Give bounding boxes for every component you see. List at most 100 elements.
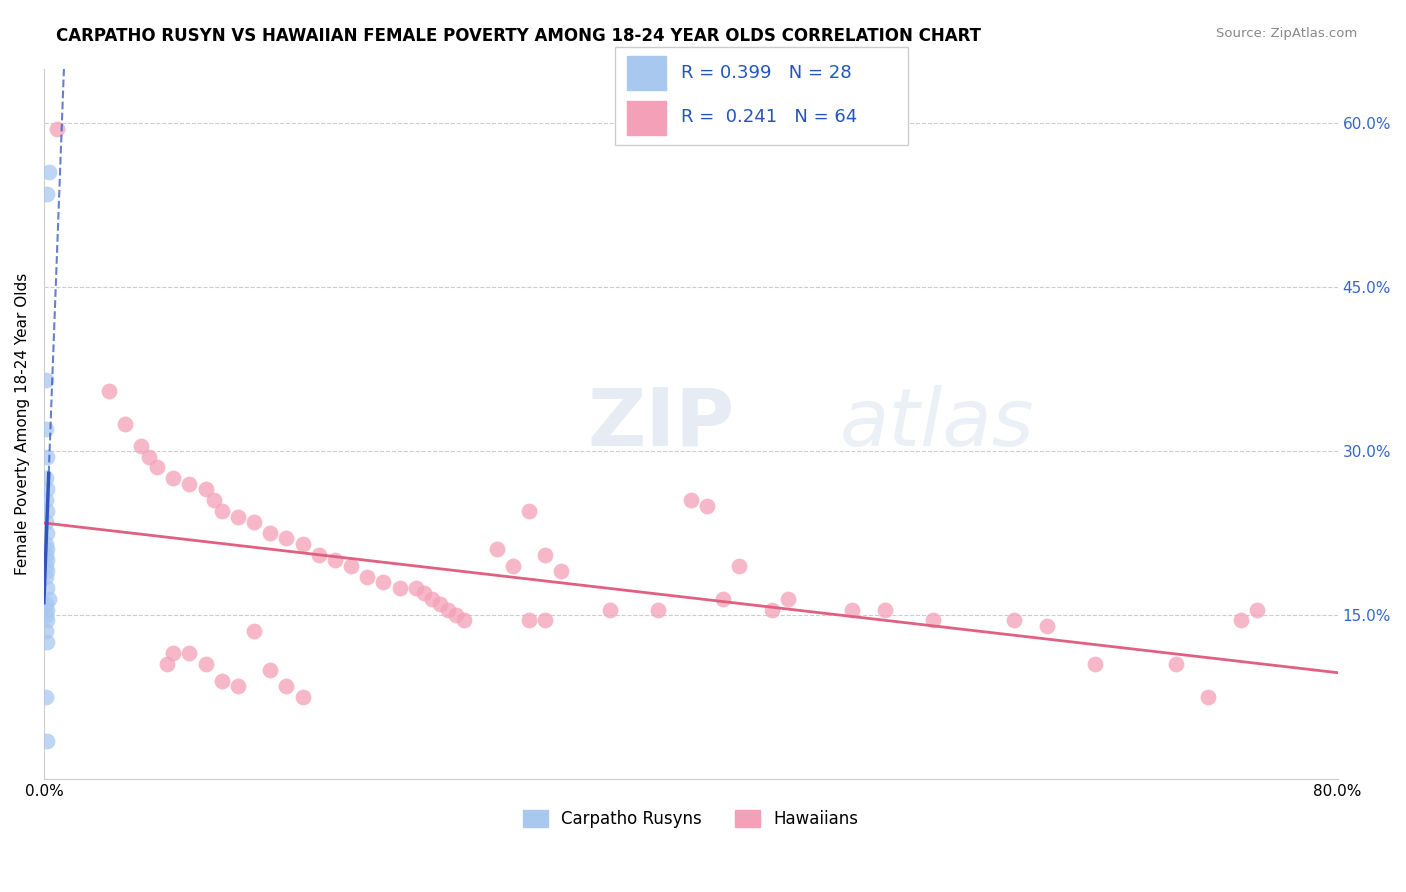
Point xyxy=(45,121,67,136)
Point xyxy=(259,526,281,541)
Point xyxy=(1197,690,1219,704)
Point xyxy=(34,597,56,611)
Legend: Carpatho Rusyns, Hawaiians: Carpatho Rusyns, Hawaiians xyxy=(516,803,865,835)
Point xyxy=(37,581,59,595)
Point xyxy=(37,614,59,628)
Point xyxy=(211,673,233,688)
Point xyxy=(211,504,233,518)
Point xyxy=(534,614,557,628)
Text: ZIP: ZIP xyxy=(588,384,734,463)
Point xyxy=(356,570,378,584)
Point xyxy=(226,679,249,693)
Point xyxy=(1084,657,1107,672)
Point xyxy=(37,733,59,747)
Point xyxy=(37,526,59,541)
Point xyxy=(34,624,56,639)
Point xyxy=(37,635,59,649)
Point xyxy=(1164,657,1187,672)
Y-axis label: Female Poverty Among 18-24 Year Olds: Female Poverty Among 18-24 Year Olds xyxy=(15,273,30,574)
Point xyxy=(776,591,799,606)
Point xyxy=(873,602,896,616)
Point xyxy=(517,614,540,628)
FancyBboxPatch shape xyxy=(614,46,908,145)
Point xyxy=(446,607,468,622)
Point xyxy=(453,614,475,628)
Point xyxy=(761,602,783,616)
Point xyxy=(34,493,56,508)
Point xyxy=(429,597,451,611)
Point xyxy=(34,537,56,551)
Point xyxy=(550,564,572,578)
Point xyxy=(259,663,281,677)
Point xyxy=(534,548,557,562)
Point xyxy=(194,657,217,672)
Point xyxy=(388,581,411,595)
Point xyxy=(179,646,201,660)
Point xyxy=(373,575,395,590)
Point xyxy=(146,460,169,475)
Point xyxy=(37,542,59,557)
Text: R = 0.399   N = 28: R = 0.399 N = 28 xyxy=(681,64,852,82)
Text: atlas: atlas xyxy=(839,384,1035,463)
Point xyxy=(679,493,702,508)
Point xyxy=(420,591,443,606)
Point xyxy=(502,558,524,573)
Point xyxy=(291,690,314,704)
Point xyxy=(37,602,59,616)
Point xyxy=(202,493,225,508)
Point xyxy=(34,422,56,436)
Point xyxy=(162,646,184,660)
Point xyxy=(34,471,56,485)
Point xyxy=(226,509,249,524)
Text: CARPATHO RUSYN VS HAWAIIAN FEMALE POVERTY AMONG 18-24 YEAR OLDS CORRELATION CHAR: CARPATHO RUSYN VS HAWAIIAN FEMALE POVERT… xyxy=(56,27,981,45)
Point xyxy=(243,515,266,529)
Point xyxy=(37,564,59,578)
Point xyxy=(485,542,508,557)
Point xyxy=(97,384,120,398)
Point xyxy=(138,450,160,464)
Point xyxy=(437,602,460,616)
Point xyxy=(34,607,56,622)
Point xyxy=(728,558,751,573)
Bar xyxy=(627,101,666,135)
Text: R =  0.241   N = 64: R = 0.241 N = 64 xyxy=(681,108,858,126)
Point xyxy=(1229,614,1251,628)
Point xyxy=(156,657,179,672)
Point xyxy=(340,558,363,573)
Point xyxy=(841,602,863,616)
Point xyxy=(243,624,266,639)
Point xyxy=(405,581,427,595)
Point xyxy=(413,586,436,600)
Point xyxy=(114,417,136,431)
Point xyxy=(291,537,314,551)
Point xyxy=(37,187,59,202)
Point xyxy=(1246,602,1268,616)
Point xyxy=(162,471,184,485)
Point xyxy=(1035,619,1057,633)
Point xyxy=(308,548,330,562)
Point xyxy=(129,439,152,453)
Point xyxy=(37,553,59,567)
Point xyxy=(276,532,298,546)
Point xyxy=(34,548,56,562)
Point xyxy=(276,679,298,693)
Point xyxy=(1002,614,1025,628)
Point xyxy=(34,570,56,584)
Point xyxy=(599,602,621,616)
Point xyxy=(37,450,59,464)
Point xyxy=(37,483,59,497)
Point xyxy=(922,614,945,628)
Point xyxy=(37,504,59,518)
Point xyxy=(34,373,56,387)
Point xyxy=(38,165,60,179)
Point xyxy=(34,515,56,529)
Point xyxy=(647,602,669,616)
Point xyxy=(38,591,60,606)
Point xyxy=(517,504,540,518)
Point xyxy=(323,553,346,567)
Point xyxy=(194,483,217,497)
Bar xyxy=(627,56,666,90)
Point xyxy=(179,476,201,491)
Text: Source: ZipAtlas.com: Source: ZipAtlas.com xyxy=(1216,27,1357,40)
Point xyxy=(34,690,56,704)
